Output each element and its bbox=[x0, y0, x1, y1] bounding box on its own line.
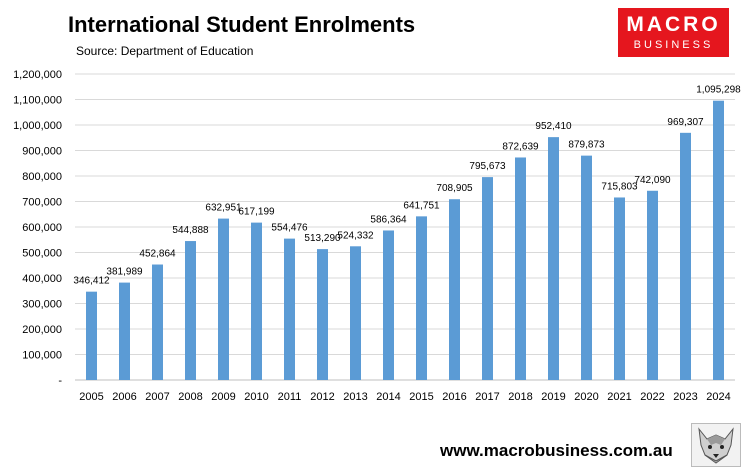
y-tick-label: 700,000 bbox=[22, 197, 62, 209]
data-label: 554,476 bbox=[271, 223, 308, 234]
bar bbox=[416, 216, 427, 380]
bar bbox=[86, 291, 97, 380]
data-label: 708,905 bbox=[436, 183, 473, 194]
bar bbox=[152, 264, 163, 380]
wolf-icon bbox=[691, 423, 741, 467]
x-tick-label: 2017 bbox=[475, 391, 499, 403]
x-tick-label: 2011 bbox=[278, 391, 302, 403]
data-label: 742,090 bbox=[634, 175, 671, 186]
y-tick-label: 300,000 bbox=[22, 299, 62, 311]
bar bbox=[185, 241, 196, 380]
x-tick-label: 2019 bbox=[541, 391, 565, 403]
x-tick-label: 2022 bbox=[640, 391, 664, 403]
x-tick-label: 2005 bbox=[79, 391, 103, 403]
data-label: 969,307 bbox=[667, 117, 704, 128]
bar bbox=[482, 177, 493, 380]
bar bbox=[449, 199, 460, 380]
bar bbox=[515, 157, 526, 380]
bar bbox=[284, 238, 295, 380]
x-tick-label: 2009 bbox=[211, 391, 235, 403]
bar bbox=[713, 100, 724, 381]
y-tick-label: 500,000 bbox=[22, 248, 62, 260]
x-tick-label: 2016 bbox=[442, 391, 466, 403]
x-tick-label: 2010 bbox=[244, 391, 268, 403]
page-title: International Student Enrolments bbox=[68, 12, 416, 37]
x-tick-label: 2012 bbox=[310, 391, 334, 403]
macrobusiness-logo: MACRO BUSINESS bbox=[618, 8, 729, 57]
y-tick-label: 1,100,000 bbox=[13, 95, 62, 107]
y-tick-label: - bbox=[58, 375, 62, 387]
data-label: 632,951 bbox=[205, 203, 242, 214]
data-label: 544,888 bbox=[172, 225, 209, 236]
bar bbox=[647, 190, 658, 380]
data-label: 879,873 bbox=[568, 140, 605, 151]
x-tick-label: 2006 bbox=[112, 391, 136, 403]
data-label: 952,410 bbox=[535, 121, 572, 132]
data-label: 641,751 bbox=[403, 200, 440, 211]
data-label: 715,803 bbox=[601, 181, 638, 192]
logo-line-2: BUSINESS bbox=[633, 39, 714, 51]
bar bbox=[218, 218, 229, 380]
x-tick-label: 2023 bbox=[673, 391, 697, 403]
data-label: 524,332 bbox=[337, 230, 374, 241]
bar bbox=[614, 197, 625, 380]
x-tick-label: 2015 bbox=[409, 391, 433, 403]
bar bbox=[581, 155, 592, 380]
y-tick-label: 1,000,000 bbox=[13, 120, 62, 132]
x-tick-label: 2020 bbox=[574, 391, 598, 403]
x-tick-label: 2008 bbox=[178, 391, 202, 403]
data-label: 586,364 bbox=[370, 214, 407, 225]
y-tick-label: 200,000 bbox=[22, 324, 62, 336]
bar bbox=[548, 137, 559, 380]
y-tick-label: 600,000 bbox=[22, 222, 62, 234]
bar bbox=[251, 222, 262, 380]
y-tick-label: 400,000 bbox=[22, 273, 62, 285]
x-tick-label: 2021 bbox=[607, 391, 631, 403]
x-tick-label: 2014 bbox=[376, 391, 400, 403]
x-tick-label: 2013 bbox=[343, 391, 367, 403]
bar bbox=[317, 249, 328, 380]
y-tick-label: 1,200,000 bbox=[13, 69, 62, 81]
bar bbox=[119, 282, 130, 380]
data-label: 617,199 bbox=[238, 207, 275, 218]
y-tick-label: 800,000 bbox=[22, 171, 62, 183]
bar bbox=[680, 132, 691, 380]
bar bbox=[383, 230, 394, 380]
logo-line-1: MACRO bbox=[626, 13, 721, 36]
data-label: 1,095,298 bbox=[696, 85, 741, 96]
data-label: 513,290 bbox=[304, 233, 341, 244]
data-label: 872,639 bbox=[502, 141, 539, 152]
chart-source: Source: Department of Education bbox=[76, 44, 254, 58]
data-label: 381,989 bbox=[106, 267, 143, 278]
footer-url: www.macrobusiness.com.au bbox=[440, 441, 673, 460]
x-tick-label: 2018 bbox=[508, 391, 532, 403]
x-tick-label: 2024 bbox=[706, 391, 730, 403]
data-label: 795,673 bbox=[469, 161, 506, 172]
data-label: 346,412 bbox=[73, 276, 110, 287]
data-label: 452,864 bbox=[139, 249, 176, 260]
y-tick-label: 900,000 bbox=[22, 146, 62, 158]
x-tick-label: 2007 bbox=[145, 391, 169, 403]
y-tick-label: 100,000 bbox=[22, 350, 62, 362]
bar bbox=[350, 246, 361, 380]
